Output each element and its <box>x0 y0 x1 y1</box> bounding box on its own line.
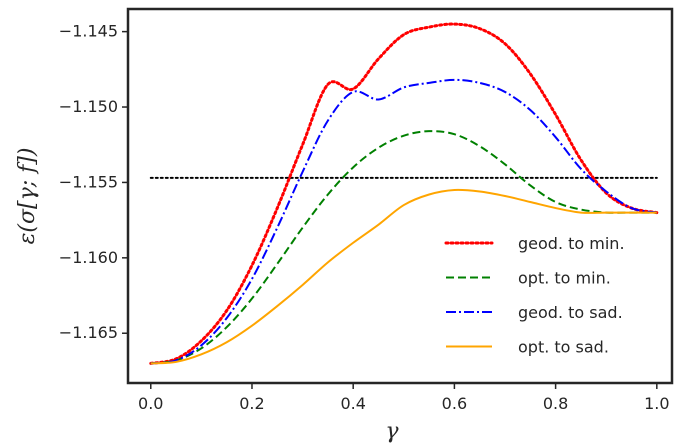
legend-label: geod. to min. <box>518 234 625 253</box>
series-line-0 <box>149 22 659 365</box>
x-axis-label: γ <box>385 419 399 444</box>
x-tick-label: 0.0 <box>138 394 163 413</box>
y-tick-label: −1.165 <box>59 323 118 342</box>
y-axis-label: ε(σ[γ; f]) <box>15 148 40 245</box>
legend: geod. to min. opt. to min. geod. to sad. op… <box>444 234 625 357</box>
series-line-1 <box>150 130 657 365</box>
y-tick-label: −1.160 <box>59 248 118 267</box>
y-tick-label: −1.150 <box>59 97 118 116</box>
x-tick-label: 0.8 <box>543 394 568 413</box>
x-tick-label: 0.4 <box>340 394 365 413</box>
y-tick-label: −1.145 <box>59 22 118 41</box>
x-tick-label: 0.6 <box>442 394 467 413</box>
series-line-2 <box>150 78 657 365</box>
legend-label: opt. to sad. <box>518 338 609 357</box>
x-tick-label: 0.2 <box>239 394 264 413</box>
y-tick-label: −1.155 <box>59 172 118 191</box>
plot-frame <box>126 7 674 385</box>
ticks: 0.0 0.2 0.4 0.6 0.8 1.0 −1.145 −1.150 −1.155 −1.1… <box>59 22 670 413</box>
plot-lines <box>149 22 659 365</box>
series-line-3 <box>150 188 657 365</box>
x-tick-label: 1.0 <box>644 394 669 413</box>
legend-label: opt. to min. <box>518 269 611 288</box>
legend-label: geod. to sad. <box>518 303 623 322</box>
axes <box>126 7 674 385</box>
